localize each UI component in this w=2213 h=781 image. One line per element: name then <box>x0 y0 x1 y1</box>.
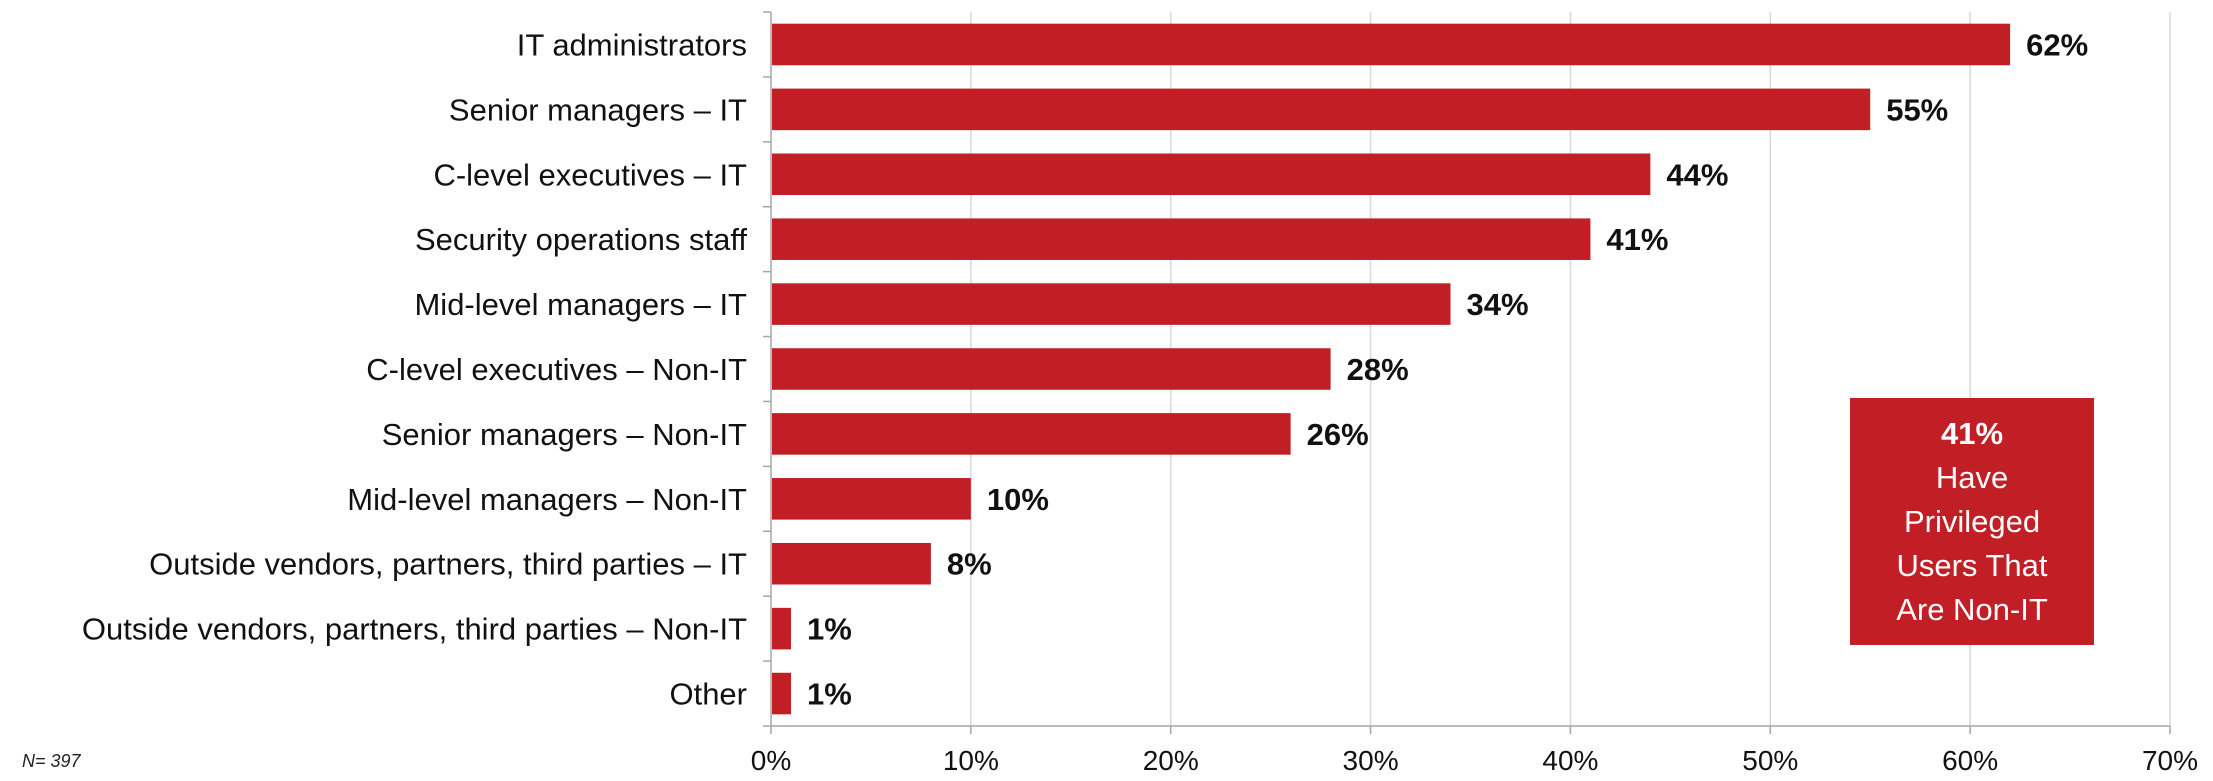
category-label: Senior managers – IT <box>449 92 747 127</box>
gridlines <box>970 12 2171 726</box>
x-tick-label: 50% <box>1742 745 1798 776</box>
bar <box>772 478 971 520</box>
x-tick-label: 40% <box>1542 745 1598 776</box>
data-label: 10% <box>987 482 1049 517</box>
bar <box>772 542 931 585</box>
bar <box>772 283 1451 325</box>
bars <box>772 23 2011 715</box>
x-tick-label: 70% <box>2142 745 2198 776</box>
data-label: 26% <box>1307 417 1369 452</box>
bar <box>772 23 2011 66</box>
sample-size-note: N= 397 <box>22 751 81 771</box>
x-tick-label: 0% <box>751 745 791 776</box>
bar <box>772 218 1591 260</box>
data-label: 41% <box>1606 222 1668 257</box>
data-label: 55% <box>1886 92 1948 127</box>
category-label: Mid-level managers – Non-IT <box>347 482 747 517</box>
category-label: C-level executives – IT <box>433 157 747 192</box>
x-tick-label: 30% <box>1343 745 1399 776</box>
category-label: Outside vendors, partners, third parties… <box>149 547 747 582</box>
callout-text: Have Privileged Users That Are Non-IT <box>1896 459 2048 627</box>
data-label: 44% <box>1666 157 1728 192</box>
data-label: 1% <box>807 677 852 712</box>
bar <box>772 672 791 715</box>
data-label: 28% <box>1347 352 1409 387</box>
bar <box>772 153 1651 196</box>
category-label: Security operations staff <box>415 222 747 257</box>
category-label: Outside vendors, partners, third parties… <box>82 612 747 647</box>
category-label: Mid-level managers – IT <box>414 287 747 322</box>
bar <box>772 413 1291 455</box>
data-label: 8% <box>947 547 992 582</box>
bar <box>772 88 1871 131</box>
bar <box>772 607 791 650</box>
x-tick-label: 10% <box>943 745 999 776</box>
callout-value: 41% <box>1940 415 2004 451</box>
category-label: IT administrators <box>517 27 747 62</box>
data-label: 62% <box>2026 27 2088 62</box>
x-tick-label: 20% <box>1143 745 1199 776</box>
x-tick-label: 60% <box>1942 745 1998 776</box>
category-label: Senior managers – Non-IT <box>382 417 747 452</box>
bar <box>772 348 1331 390</box>
data-label: 34% <box>1467 287 1529 322</box>
labels: 0% 10% 20% 30% 40% 50% 60% 70% IT administrators… <box>82 27 2198 776</box>
callout-box: 41% Have Privileged Users That Are Non-I… <box>1850 398 2094 645</box>
category-label: Other <box>669 677 747 712</box>
axes <box>763 11 2171 734</box>
data-label: 1% <box>807 612 852 647</box>
category-label: C-level executives – Non-IT <box>366 352 747 387</box>
